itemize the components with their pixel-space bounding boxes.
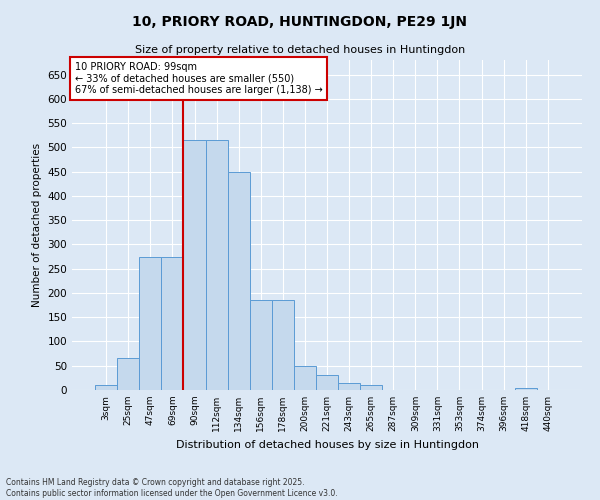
Bar xyxy=(272,300,294,390)
Bar xyxy=(338,382,360,390)
Bar xyxy=(184,140,206,390)
Bar xyxy=(117,358,139,390)
Bar xyxy=(316,376,338,390)
Text: 10, PRIORY ROAD, HUNTINGDON, PE29 1JN: 10, PRIORY ROAD, HUNTINGDON, PE29 1JN xyxy=(133,15,467,29)
Bar xyxy=(227,172,250,390)
Text: Contains HM Land Registry data © Crown copyright and database right 2025.
Contai: Contains HM Land Registry data © Crown c… xyxy=(6,478,338,498)
Bar xyxy=(95,385,117,390)
Bar xyxy=(294,366,316,390)
Bar xyxy=(515,388,537,390)
Text: 10 PRIORY ROAD: 99sqm
← 33% of detached houses are smaller (550)
67% of semi-det: 10 PRIORY ROAD: 99sqm ← 33% of detached … xyxy=(74,62,322,95)
Bar xyxy=(161,256,184,390)
Bar xyxy=(250,300,272,390)
Bar xyxy=(360,385,382,390)
Y-axis label: Number of detached properties: Number of detached properties xyxy=(32,143,42,307)
Bar xyxy=(139,256,161,390)
Bar xyxy=(206,140,227,390)
Text: Size of property relative to detached houses in Huntingdon: Size of property relative to detached ho… xyxy=(135,45,465,55)
X-axis label: Distribution of detached houses by size in Huntingdon: Distribution of detached houses by size … xyxy=(176,440,479,450)
